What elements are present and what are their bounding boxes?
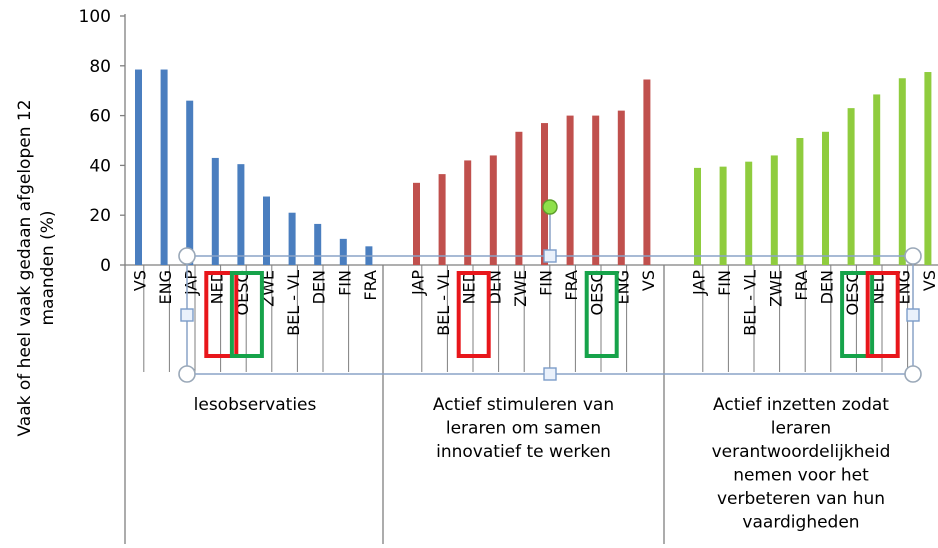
group-label-line: leraren: [771, 419, 831, 439]
group-label-line: verantwoordelijkheid: [712, 442, 891, 462]
x-tick-label: FRA: [361, 270, 380, 301]
bar: [490, 155, 497, 265]
group-label-line: verbeteren van hun: [717, 489, 885, 509]
bar: [848, 108, 855, 265]
x-tick-label: VS: [131, 270, 150, 291]
bar: [413, 183, 420, 265]
x-tick-label: ENG: [156, 270, 175, 304]
group-label-line: leraren om samen: [446, 419, 601, 439]
bar: [289, 213, 296, 265]
x-tick-label: VS: [920, 270, 938, 291]
bar: [924, 72, 931, 265]
bar: [541, 123, 548, 265]
bar: [745, 162, 752, 265]
group-label: Actief stimuleren van leraren om samen inn…: [433, 395, 614, 462]
bar: [161, 70, 168, 265]
bar: [720, 167, 727, 265]
bar: [873, 94, 880, 265]
bar: [212, 158, 219, 265]
group-label-line: Actief inzetten zodat: [713, 395, 889, 415]
y-tick-label: 80: [89, 57, 111, 77]
x-tick-label: FIN: [537, 270, 556, 296]
x-tick-label: FIN: [335, 270, 354, 296]
corner-resize-handle[interactable]: [905, 248, 921, 264]
bar: [439, 174, 446, 265]
group-label-line: Actief stimuleren van: [433, 395, 614, 415]
x-tick-label: DEN: [310, 270, 329, 304]
x-tick-label: JAP: [182, 270, 201, 296]
group-labels: lesobservaties Actief stimuleren van lerar…: [194, 395, 891, 533]
y-tick-label: 40: [89, 156, 111, 176]
bar: [771, 155, 778, 265]
bar: [464, 160, 471, 265]
x-tick-label: ZWE: [511, 270, 530, 307]
x-tick-labels: VS ENG JAP NED OESO ZWE BEL - VL DEN FIN FRA JAP BE…: [131, 270, 938, 336]
bar: [822, 132, 829, 265]
y-tick-label: 0: [100, 256, 111, 276]
bar: [237, 164, 244, 265]
bar: [314, 224, 321, 265]
y-axis-title-line: maanden (%): [38, 210, 58, 325]
bar: [643, 79, 650, 265]
bar: [135, 70, 142, 265]
side-resize-handle[interactable]: [181, 309, 193, 321]
x-tick-label: NED: [460, 270, 479, 304]
x-tick-label: ZWE: [766, 270, 785, 307]
x-tick-label: OESO: [588, 270, 607, 315]
x-tick-label: OESO: [843, 270, 862, 315]
bar: [796, 138, 803, 265]
bar: [592, 116, 599, 265]
x-tick-label: BEL - VL: [434, 270, 453, 336]
group-label: lesobservaties: [194, 395, 317, 415]
bar: [340, 239, 347, 265]
group-label-line: innovatief te werken: [436, 442, 611, 462]
group-label: Actief inzetten zodat leraren verantwoorde…: [712, 395, 891, 533]
bar: [618, 111, 625, 265]
side-resize-handle[interactable]: [544, 250, 556, 262]
bars: [135, 70, 931, 265]
x-tick-label: DEN: [818, 270, 837, 304]
bar: [567, 116, 574, 265]
corner-resize-handle[interactable]: [905, 366, 921, 382]
rotate-handle[interactable]: [543, 200, 557, 214]
x-tick-label: BEL - VL: [741, 270, 760, 336]
y-tick-label: 60: [89, 107, 111, 127]
bar: [694, 168, 701, 265]
group-label-line: lesobservaties: [194, 395, 317, 415]
x-tick-label: FRA: [792, 270, 811, 301]
corner-resize-handle[interactable]: [179, 366, 195, 382]
bar: [186, 101, 193, 265]
x-tick-label: FIN: [715, 270, 734, 296]
y-axis-title-line: Vaak of heel vaak gedaan afgelopen 12: [15, 99, 35, 436]
side-resize-handle[interactable]: [544, 368, 556, 380]
group-label-line: nemen voor het: [733, 466, 869, 486]
corner-resize-handle[interactable]: [179, 248, 195, 264]
bar: [263, 197, 270, 265]
x-tick-label: BEL - VL: [284, 270, 303, 336]
y-tick-label: 100: [79, 7, 111, 27]
side-resize-handle[interactable]: [907, 309, 919, 321]
bar: [515, 132, 522, 265]
x-tick-label: FRA: [562, 270, 581, 301]
bar: [899, 78, 906, 265]
x-tick-label: NED: [207, 270, 226, 304]
x-tick-label: VS: [639, 270, 658, 291]
x-tick-label: JAP: [409, 270, 428, 296]
y-tick-label: 20: [89, 206, 111, 226]
x-tick-label: JAP: [690, 270, 709, 296]
group-label-line: vaardigheden: [742, 513, 859, 533]
